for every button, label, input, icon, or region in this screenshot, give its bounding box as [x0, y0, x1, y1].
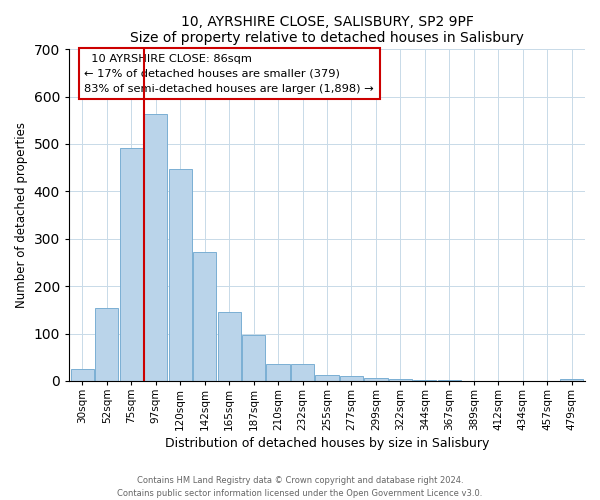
Bar: [95, 308, 118, 381]
Title: 10, AYRSHIRE CLOSE, SALISBURY, SP2 9PF
Size of property relative to detached hou: 10, AYRSHIRE CLOSE, SALISBURY, SP2 9PF S…: [130, 15, 524, 45]
Bar: [413, 380, 436, 381]
X-axis label: Distribution of detached houses by size in Salisbury: Distribution of detached houses by size …: [165, 437, 489, 450]
Bar: [316, 375, 338, 381]
Bar: [144, 114, 167, 381]
Bar: [340, 376, 363, 381]
Bar: [437, 380, 461, 381]
Bar: [389, 378, 412, 381]
Y-axis label: Number of detached properties: Number of detached properties: [15, 122, 28, 308]
Bar: [291, 364, 314, 381]
Bar: [560, 378, 583, 381]
Bar: [364, 378, 388, 381]
Text: 10 AYRSHIRE CLOSE: 86sqm
← 17% of detached houses are smaller (379)
83% of semi-: 10 AYRSHIRE CLOSE: 86sqm ← 17% of detach…: [85, 54, 374, 94]
Bar: [193, 252, 217, 381]
Bar: [242, 334, 265, 381]
Bar: [266, 364, 290, 381]
Bar: [120, 148, 143, 381]
Text: Contains HM Land Registry data © Crown copyright and database right 2024.
Contai: Contains HM Land Registry data © Crown c…: [118, 476, 482, 498]
Bar: [169, 169, 192, 381]
Bar: [218, 312, 241, 381]
Bar: [71, 369, 94, 381]
